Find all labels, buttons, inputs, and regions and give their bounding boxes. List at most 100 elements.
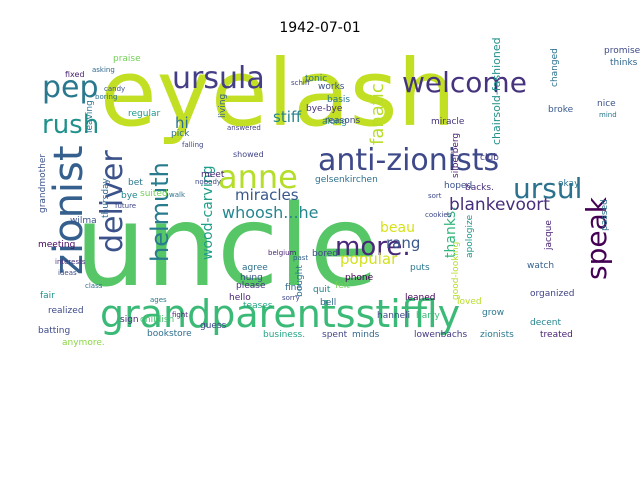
cloud-word: popular bbox=[340, 250, 398, 268]
cloud-title: 1942-07-01 bbox=[279, 20, 361, 36]
cloud-word: thursday bbox=[101, 177, 111, 218]
cloud-word: ideas bbox=[58, 269, 77, 277]
cloud-word: showed bbox=[233, 150, 264, 159]
cloud-word: fixed bbox=[65, 70, 85, 79]
cloud-word: puts bbox=[410, 263, 430, 273]
cloud-word: hanneli bbox=[377, 311, 410, 321]
cloud-word: watch bbox=[527, 261, 554, 271]
cloud-word: guess bbox=[200, 321, 227, 331]
cloud-word: quit bbox=[313, 285, 331, 295]
cloud-word: bet bbox=[128, 178, 143, 188]
cloud-word: works bbox=[318, 82, 345, 92]
cloud-word: bye bbox=[121, 191, 138, 201]
cloud-word: ursul bbox=[513, 172, 582, 205]
cloud-word: beau bbox=[380, 220, 415, 236]
cloud-word: realized bbox=[48, 306, 84, 316]
cloud-word: suited bbox=[140, 189, 168, 199]
cloud-word: stiff bbox=[273, 108, 302, 126]
cloud-word: tonic bbox=[305, 74, 327, 84]
cloud-word: hi bbox=[175, 114, 189, 132]
cloud-word: grow bbox=[482, 308, 504, 318]
cloud-word: miracles bbox=[235, 186, 299, 204]
cloud-word: mind bbox=[599, 111, 617, 119]
cloud-word: pep bbox=[42, 70, 99, 105]
cloud-word: fanatic bbox=[367, 83, 388, 145]
cloud-word: class bbox=[85, 282, 103, 290]
cloud-word: felt bbox=[335, 281, 350, 291]
cloud-word: chairsold-fashioned bbox=[490, 37, 503, 145]
cloud-word: zionist bbox=[46, 145, 92, 275]
cloud-word: past bbox=[293, 254, 308, 262]
cloud-word: phone bbox=[345, 273, 374, 283]
cloud-word: welcome bbox=[402, 66, 527, 99]
cloud-word: asking bbox=[92, 66, 115, 74]
cloud-word: meet bbox=[201, 170, 225, 180]
cloud-word: sort bbox=[428, 192, 442, 200]
cloud-word: batting bbox=[38, 326, 70, 336]
cloud-word: interests bbox=[55, 258, 86, 266]
cloud-word: okay bbox=[558, 179, 580, 189]
cloud-word: helmuth bbox=[146, 162, 174, 262]
cloud-word: loved bbox=[457, 297, 482, 307]
cloud-word: bell bbox=[320, 298, 336, 308]
cloud-word: belgium bbox=[268, 249, 297, 257]
cloud-word: jacque bbox=[544, 220, 554, 251]
cloud-word: anne bbox=[218, 158, 298, 196]
cloud-word: pick bbox=[171, 129, 190, 139]
cloud-word: rang bbox=[386, 234, 420, 252]
cloud-word: wilma bbox=[70, 216, 97, 226]
cloud-word: wood-carving bbox=[200, 166, 216, 261]
cloud-word: changed bbox=[550, 48, 560, 87]
cloud-word: nobody bbox=[195, 178, 221, 186]
cloud-word: speak bbox=[580, 196, 613, 280]
cloud-word: answered bbox=[227, 124, 261, 132]
cloud-word: regular bbox=[128, 109, 160, 119]
cloud-word: lowenbachs bbox=[414, 330, 467, 340]
cloud-word: meeting bbox=[38, 240, 75, 250]
cloud-word: good-looking bbox=[451, 242, 461, 300]
cloud-word: grandmother bbox=[38, 154, 48, 213]
cloud-word: hoped bbox=[444, 181, 472, 191]
cloud-word: living bbox=[218, 94, 228, 118]
cloud-word: walk bbox=[169, 191, 186, 199]
cloud-word: spent bbox=[322, 330, 348, 340]
cloud-word: uncle bbox=[75, 182, 379, 312]
cloud-word: backs. bbox=[465, 183, 494, 193]
cloud-word: please bbox=[236, 281, 266, 291]
cloud-word: promise bbox=[604, 46, 640, 56]
cloud-word: leaving bbox=[85, 100, 95, 133]
cloud-word: along bbox=[322, 117, 347, 127]
cloud-word: blankevoort bbox=[449, 195, 550, 215]
cloud-word: eyelash bbox=[100, 40, 456, 147]
cloud-word: anti-zionists bbox=[318, 143, 499, 178]
cloud-word: cookies bbox=[425, 211, 452, 219]
cloud-word: whoosh...he bbox=[222, 203, 319, 222]
cloud-word: schiff bbox=[291, 79, 310, 87]
cloud-word: anymore. bbox=[62, 338, 105, 348]
cloud-word: more. bbox=[335, 232, 411, 262]
cloud-word: future bbox=[115, 202, 136, 210]
cloud-word: teases bbox=[243, 301, 273, 311]
cloud-word: business. bbox=[263, 330, 305, 340]
cloud-word: silberberg bbox=[451, 133, 461, 178]
cloud-word: miracle bbox=[431, 117, 465, 127]
cloud-word: grandparentsstiffly bbox=[100, 292, 460, 336]
cloud-word: minds bbox=[352, 330, 380, 340]
cloud-word: sign bbox=[120, 315, 139, 325]
cloud-word: thinks bbox=[610, 58, 638, 68]
cloud-word: bye-bye bbox=[306, 104, 343, 114]
cloud-word: broke bbox=[548, 105, 574, 115]
cloud-word: basis bbox=[327, 95, 350, 105]
cloud-word: falling bbox=[182, 141, 203, 149]
cloud-word: bookstore bbox=[147, 329, 192, 339]
cloud-word: harry bbox=[416, 311, 440, 321]
cloud-word: apologize bbox=[465, 214, 475, 258]
cloud-word: decent bbox=[530, 318, 561, 328]
cloud-word: ages bbox=[150, 296, 167, 304]
cloud-word: hello bbox=[229, 293, 251, 303]
cloud-word: praise bbox=[113, 54, 141, 64]
cloud-word: candy bbox=[104, 85, 125, 93]
cloud-word: passed bbox=[600, 199, 610, 231]
cloud-word: ursula bbox=[172, 61, 265, 96]
